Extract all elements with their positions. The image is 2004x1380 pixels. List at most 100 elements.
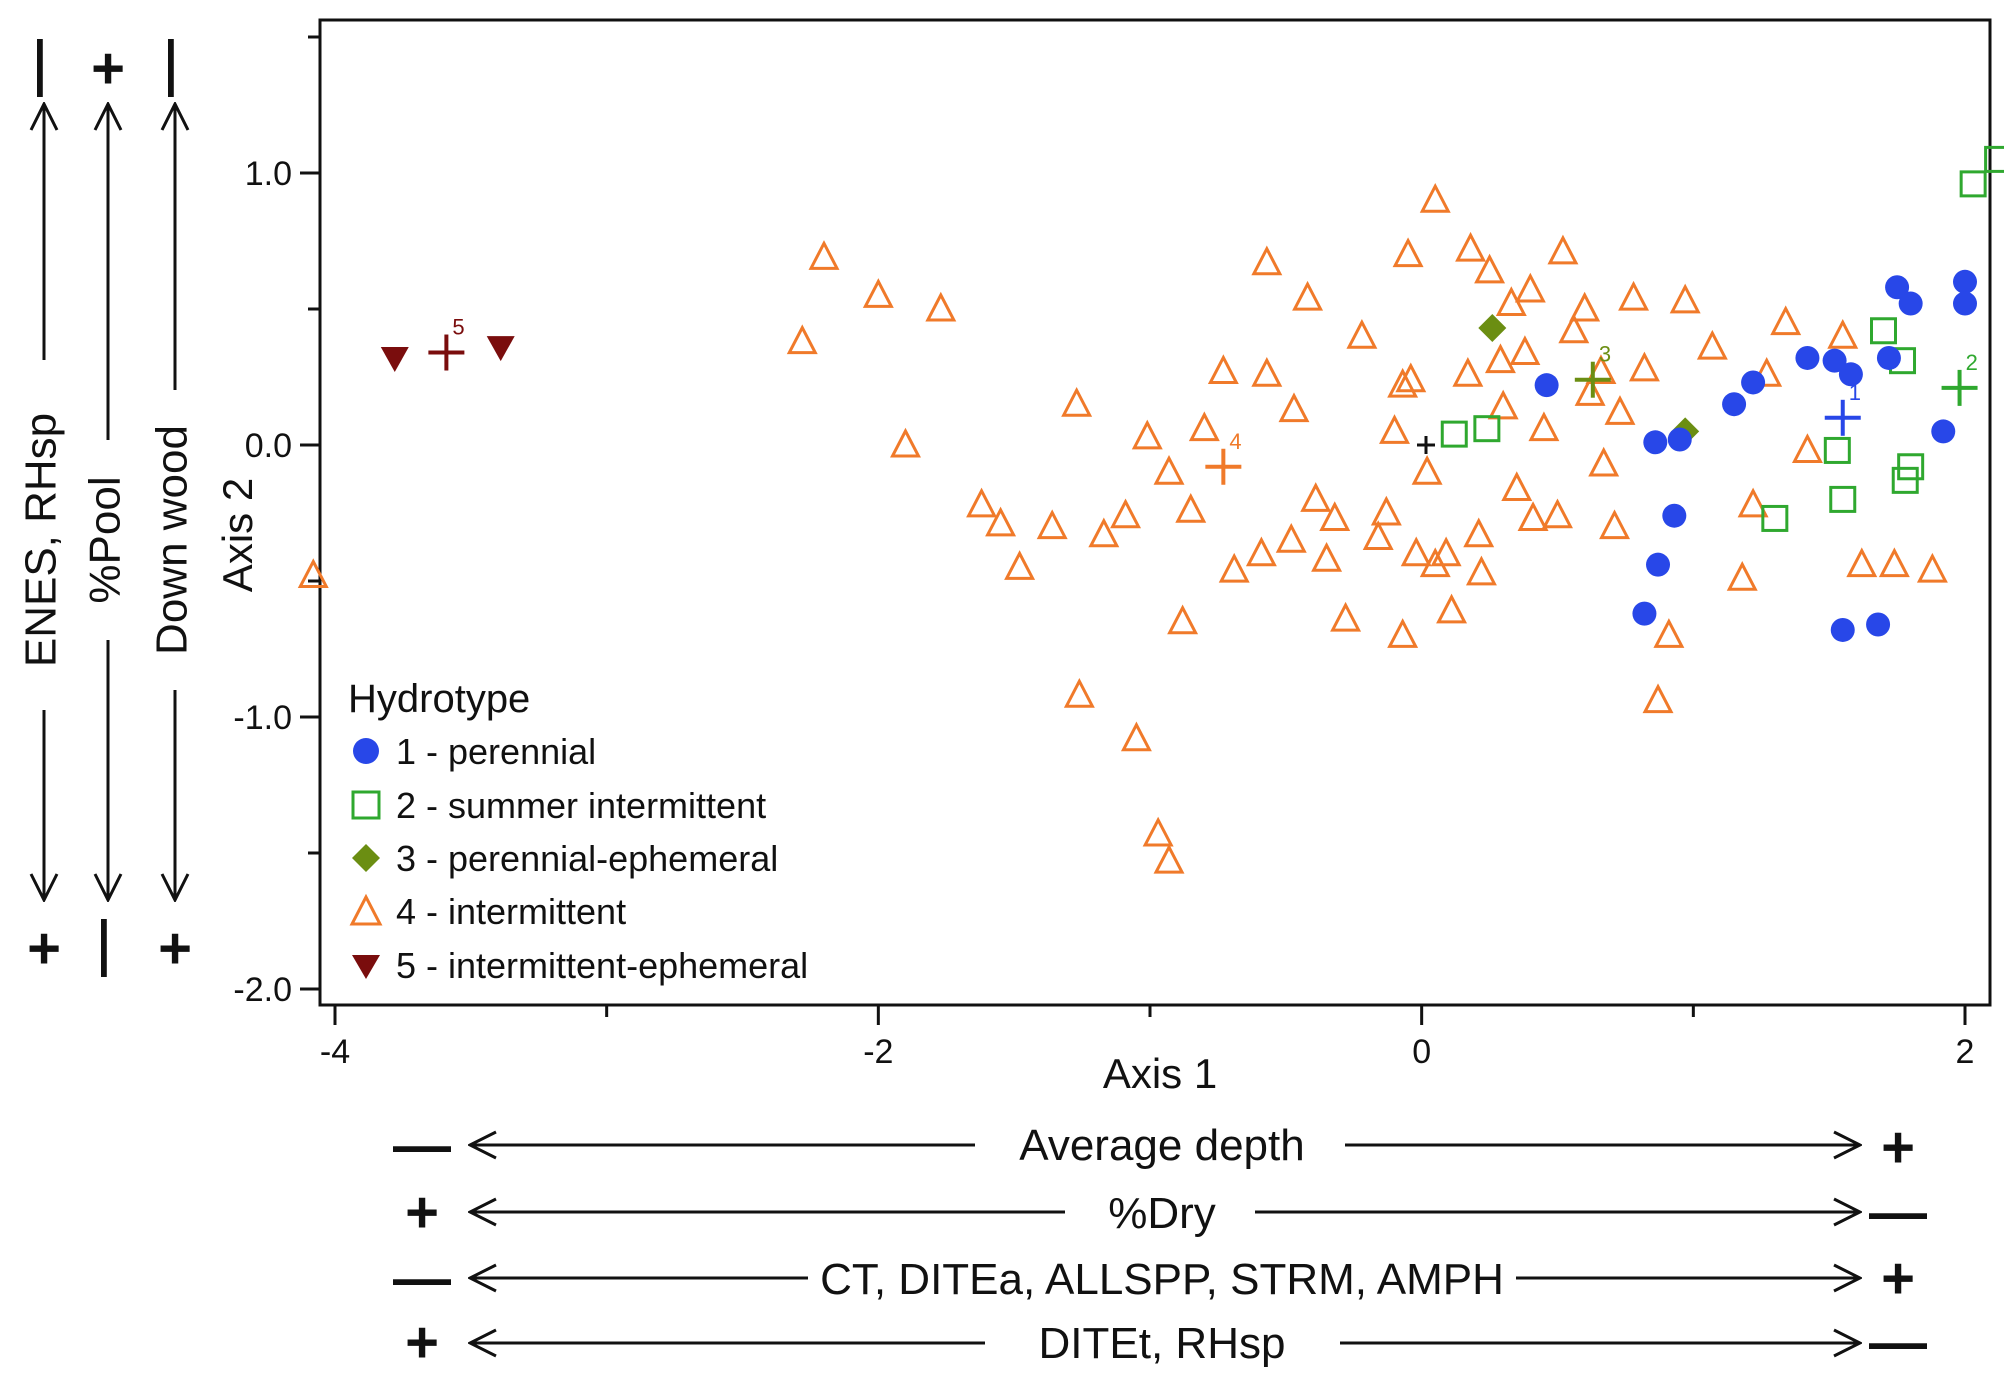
data-points — [297, 145, 2004, 874]
horizontal-vector-ct-dite-allspp: — CT, DITEa, ALLSPP, STRM, AMPH + — [393, 1246, 1915, 1311]
data-point — [1628, 351, 1660, 382]
legend-marker-circle — [353, 738, 379, 764]
legend-item-summer-intermittent: 2 - summer intermittent — [351, 785, 766, 826]
data-point — [1251, 245, 1283, 276]
vector-label: ENES, RHsp — [17, 413, 66, 667]
data-point — [1207, 354, 1239, 385]
data-point — [1827, 318, 1859, 349]
vertical-vector-down-wood: — Down wood + — [142, 39, 207, 981]
data-point — [1142, 816, 1174, 847]
data-point — [1669, 283, 1701, 314]
data-point — [1795, 345, 1820, 370]
centroid-label: 3 — [1599, 342, 1611, 367]
data-point — [1931, 419, 1956, 444]
data-point — [1953, 291, 1977, 316]
data-point — [1004, 550, 1036, 580]
data-point — [1866, 612, 1891, 637]
vector-label: %Pool — [81, 476, 130, 603]
centroid-label: 5 — [452, 315, 464, 340]
data-point — [1455, 231, 1487, 262]
x-tick-label: -4 — [320, 1033, 350, 1071]
data-point — [1487, 389, 1519, 420]
data-point — [1411, 454, 1443, 485]
data-point — [1959, 170, 1987, 198]
data-point — [1061, 386, 1093, 417]
vector-label: Down wood — [148, 425, 197, 655]
data-point — [1387, 618, 1419, 648]
data-point — [1558, 313, 1590, 344]
data-point — [1761, 504, 1789, 532]
data-point — [1110, 498, 1142, 529]
y-tick-label: -2.0 — [233, 971, 292, 1009]
data-point — [1569, 291, 1601, 322]
data-point — [1395, 362, 1427, 393]
data-point — [1514, 272, 1546, 303]
data-point — [1574, 376, 1606, 406]
data-point — [1311, 541, 1343, 572]
data-point — [966, 487, 998, 518]
vector-bottom-sign: + — [158, 916, 192, 981]
legend-item-intermittent-ephemeral: 5 - intermittent-ephemeral — [352, 945, 808, 986]
x-tick-label: -2 — [863, 1033, 893, 1071]
data-point — [1275, 522, 1307, 553]
vector-top-sign: + — [91, 36, 125, 101]
y-axis-title: Axis 2 — [214, 478, 261, 592]
data-point — [1791, 433, 1823, 463]
vertical-vector-pool: + %Pool — — [75, 36, 140, 977]
legend-label: 5 - intermittent-ephemeral — [396, 945, 808, 986]
data-point — [1722, 392, 1747, 417]
vector-right-sign: — — [1869, 1310, 1927, 1375]
data-point — [1897, 453, 1925, 481]
vector-left-sign: + — [405, 1180, 439, 1245]
data-point — [1463, 517, 1495, 548]
data-point — [1726, 561, 1758, 591]
legend-title: Hydrotype — [348, 677, 530, 721]
vector-right-sign: + — [1881, 1246, 1915, 1311]
vector-left-sign: — — [393, 1246, 451, 1311]
data-point — [1618, 280, 1650, 311]
data-point — [1662, 503, 1687, 528]
data-point — [1642, 683, 1674, 714]
data-point — [1319, 501, 1351, 531]
plot-area — [318, 18, 1992, 1007]
legend-item-perennial-ephemeral: 3 - perennial-ephemeral — [352, 838, 778, 879]
y-tick-label: 1.0 — [245, 155, 292, 193]
data-point — [1838, 362, 1863, 387]
data-point — [1632, 601, 1657, 626]
data-point — [1891, 466, 1919, 494]
data-point — [486, 336, 515, 362]
data-point — [1599, 509, 1631, 540]
legend-label: 2 - summer intermittent — [396, 785, 766, 826]
vector-top-sign: — — [11, 39, 76, 97]
legend-label: 4 - intermittent — [396, 891, 626, 932]
vector-bottom-sign: + — [27, 916, 61, 981]
vector-bottom-sign: — — [75, 919, 140, 977]
data-point — [1167, 604, 1199, 635]
data-point — [1088, 517, 1120, 548]
data-point — [1916, 552, 1948, 583]
group-centroids: 1 2 3 4 5 — [428, 315, 1978, 485]
data-point — [1878, 547, 1910, 578]
data-point — [890, 427, 921, 458]
data-point — [1452, 357, 1484, 387]
data-point — [1829, 485, 1857, 513]
data-point — [1870, 317, 1897, 345]
data-point — [1984, 145, 2004, 173]
data-point — [1822, 348, 1847, 373]
data-point — [1953, 269, 1977, 294]
data-point — [1330, 601, 1362, 632]
data-point — [1036, 509, 1068, 540]
data-point — [1823, 436, 1851, 464]
data-point — [862, 278, 894, 308]
horizontal-vector-ditet-rhsp: + DITEt, RHsp — — [405, 1310, 1927, 1375]
vector-left-sign: — — [393, 1113, 451, 1178]
horizontal-vector-average-depth: — Average depth + — [393, 1113, 1915, 1180]
data-point — [1534, 373, 1559, 398]
vector-label: DITEt, RHsp — [1039, 1319, 1286, 1368]
data-point — [1120, 721, 1152, 752]
data-point — [1898, 291, 1923, 316]
legend-label: 3 - perennial-ephemeral — [396, 838, 778, 879]
data-point — [1478, 314, 1507, 343]
data-point — [1153, 454, 1185, 485]
x-tick-label: 2 — [1956, 1033, 1975, 1071]
